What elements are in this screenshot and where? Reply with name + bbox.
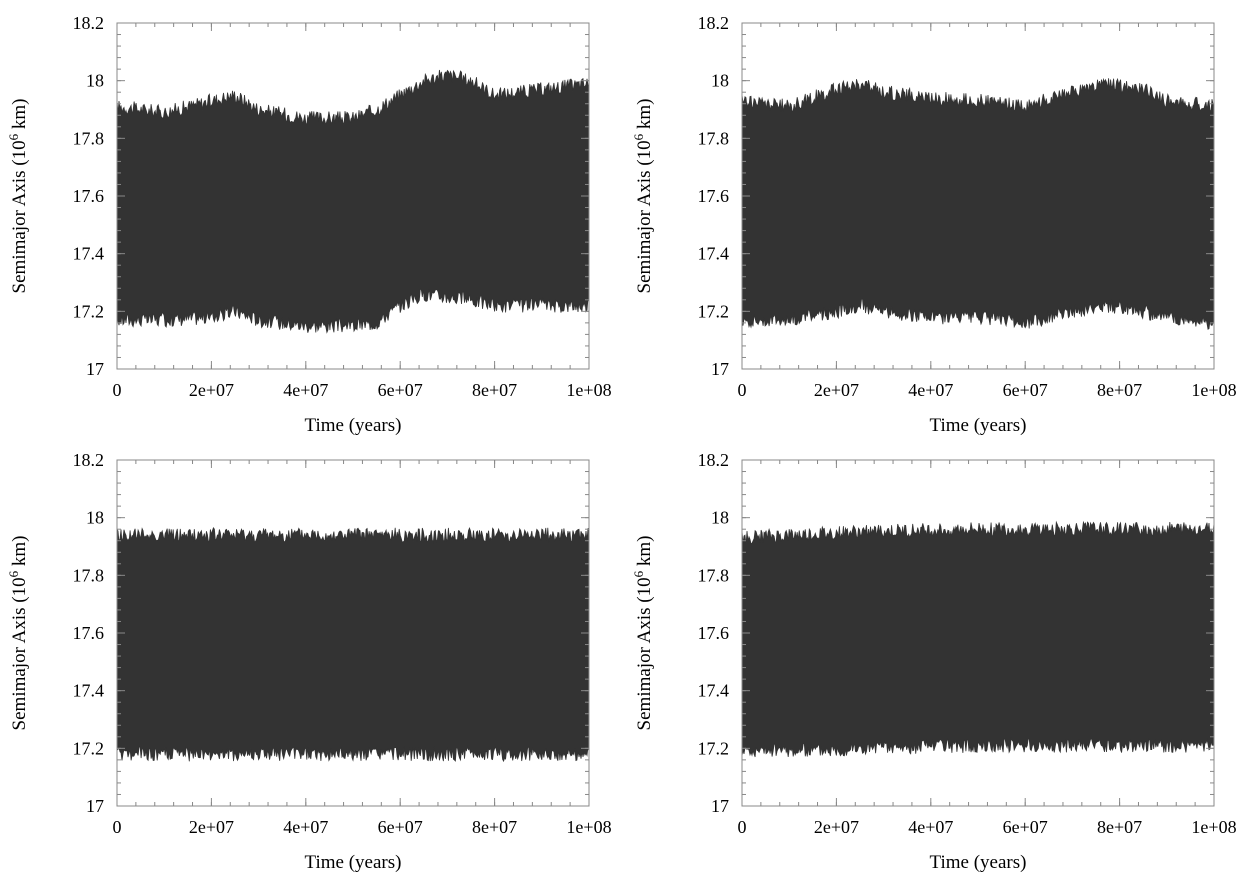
y-axis-label: Semimajor Axis (106 km) xyxy=(631,536,655,731)
y-axis-label-main: Semimajor Axis (10 xyxy=(9,577,30,730)
tick-layer xyxy=(116,459,590,807)
y-axis-label-main: Semimajor Axis (10 xyxy=(634,140,655,293)
y-tick-label: 18 xyxy=(711,508,729,528)
x-tick-label: 1e+08 xyxy=(1191,817,1236,837)
y-tick-label: 17.2 xyxy=(698,738,730,758)
y-tick-label: 18.2 xyxy=(698,450,730,470)
semimajor-axis-band xyxy=(116,526,590,763)
y-axis-label-superscript: 6 xyxy=(631,133,646,140)
x-tick-label: 2e+07 xyxy=(189,380,234,400)
y-axis-label: Semimajor Axis (106 km) xyxy=(6,99,30,294)
tick-layer xyxy=(741,22,1215,370)
y-axis-label-unit: km) xyxy=(9,99,30,134)
y-tick-label: 18 xyxy=(86,508,104,528)
band-layer xyxy=(741,77,1215,330)
y-axis-label-superscript: 6 xyxy=(631,570,646,577)
x-tick-label: 4e+07 xyxy=(283,817,328,837)
y-axis-label-unit: km) xyxy=(634,536,655,571)
x-tick-label: 0 xyxy=(113,380,122,400)
x-axis-label: Time (years) xyxy=(930,852,1027,873)
y-tick-label: 17.8 xyxy=(73,128,105,148)
y-tick-label: 17 xyxy=(711,796,729,816)
y-tick-label: 17 xyxy=(711,359,729,379)
y-tick-label: 18.2 xyxy=(73,13,105,33)
y-tick-label: 17.6 xyxy=(698,623,730,643)
band-layer xyxy=(741,520,1215,758)
x-axis-label: Time (years) xyxy=(305,415,402,436)
y-tick-label: 18 xyxy=(86,71,104,91)
x-tick-label: 8e+07 xyxy=(1097,380,1142,400)
x-tick-label: 0 xyxy=(738,817,747,837)
y-axis-label-unit: km) xyxy=(9,536,30,571)
x-tick-label: 2e+07 xyxy=(814,380,859,400)
panel-top-right: 0 2e+07 4e+07 6e+07 8e+07 1e+08 17 17.2 … xyxy=(631,13,1237,436)
y-tick-label: 18.2 xyxy=(698,13,730,33)
x-tick-label: 1e+08 xyxy=(566,380,611,400)
y-tick-label: 17.8 xyxy=(73,565,105,585)
y-tick-label: 17 xyxy=(86,796,104,816)
y-tick-label: 18.2 xyxy=(73,450,105,470)
band-layer xyxy=(116,526,590,763)
x-tick-label: 4e+07 xyxy=(908,380,953,400)
x-tick-label: 6e+07 xyxy=(1003,817,1048,837)
y-tick-label: 17.8 xyxy=(698,565,730,585)
x-tick-label: 4e+07 xyxy=(283,380,328,400)
x-axis-label: Time (years) xyxy=(930,415,1027,436)
y-axis-label: Semimajor Axis (106 km) xyxy=(6,536,30,731)
y-tick-label: 17.4 xyxy=(698,681,730,701)
y-axis-label-main: Semimajor Axis (10 xyxy=(634,577,655,730)
semimajor-axis-band xyxy=(116,69,590,334)
y-axis-label: Semimajor Axis (106 km) xyxy=(631,99,655,294)
y-tick-label: 18 xyxy=(711,71,729,91)
tick-layer xyxy=(116,22,590,370)
y-axis-label-unit: km) xyxy=(634,99,655,134)
x-tick-label: 0 xyxy=(738,380,747,400)
panel-top-left: 0 2e+07 4e+07 6e+07 8e+07 1e+08 17 17.2 … xyxy=(6,13,612,436)
y-tick-label: 17.6 xyxy=(698,186,730,206)
y-tick-label: 17.6 xyxy=(73,623,105,643)
y-axis-label-superscript: 6 xyxy=(6,570,21,577)
x-tick-label: 6e+07 xyxy=(378,817,423,837)
panel-bottom-right: 0 2e+07 4e+07 6e+07 8e+07 1e+08 17 17.2 … xyxy=(631,450,1237,873)
x-tick-label: 2e+07 xyxy=(814,817,859,837)
y-axis-label-main: Semimajor Axis (10 xyxy=(9,140,30,293)
y-tick-label: 17.4 xyxy=(73,681,105,701)
x-tick-label: 4e+07 xyxy=(908,817,953,837)
y-tick-label: 17.4 xyxy=(73,244,105,264)
y-tick-label: 17.4 xyxy=(698,244,730,264)
x-tick-label: 1e+08 xyxy=(1191,380,1236,400)
y-tick-label: 17.2 xyxy=(73,301,105,321)
y-tick-label: 17 xyxy=(86,359,104,379)
y-axis-label-superscript: 6 xyxy=(6,133,21,140)
y-tick-label: 17.2 xyxy=(73,738,105,758)
x-tick-label: 8e+07 xyxy=(1097,817,1142,837)
x-tick-label: 6e+07 xyxy=(378,380,423,400)
panel-bottom-left: 0 2e+07 4e+07 6e+07 8e+07 1e+08 17 17.2 … xyxy=(6,450,612,873)
x-tick-label: 0 xyxy=(113,817,122,837)
band-layer xyxy=(116,69,590,334)
x-tick-label: 6e+07 xyxy=(1003,380,1048,400)
x-tick-label: 8e+07 xyxy=(472,380,517,400)
semimajor-axis-band xyxy=(741,520,1215,758)
semimajor-axis-band xyxy=(741,77,1215,330)
tick-layer xyxy=(741,459,1215,807)
y-tick-label: 17.6 xyxy=(73,186,105,206)
y-tick-label: 17.2 xyxy=(698,301,730,321)
y-tick-label: 17.8 xyxy=(698,128,730,148)
x-axis-label: Time (years) xyxy=(305,852,402,873)
x-tick-label: 8e+07 xyxy=(472,817,517,837)
x-tick-label: 1e+08 xyxy=(566,817,611,837)
x-tick-label: 2e+07 xyxy=(189,817,234,837)
